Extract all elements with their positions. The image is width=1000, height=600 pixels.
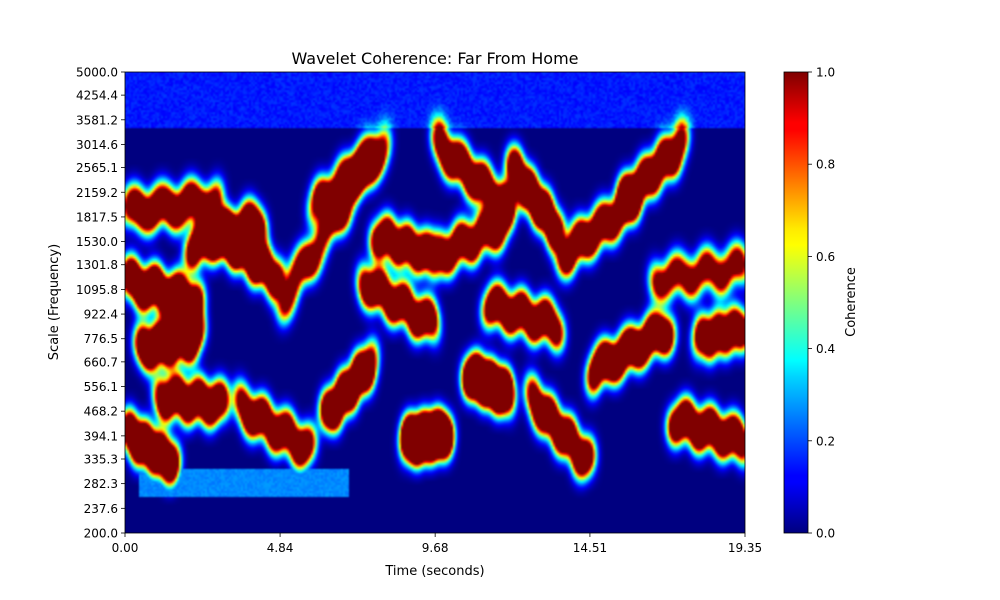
x-tick-label: 0.00: [112, 541, 139, 555]
y-tick-label: 394.1: [84, 429, 118, 443]
x-tick-label: 19.35: [728, 541, 762, 555]
colorbar-ticks: 0.0 0.2 0.4 0.6 0.8 1.0: [808, 66, 835, 541]
x-tick-label: 14.51: [573, 541, 607, 555]
colorbar-tick-label: 0.2: [816, 434, 835, 448]
colorbar-tick-label: 0.6: [816, 250, 835, 264]
colorbar-tick-label: 0.0: [816, 527, 835, 541]
y-axis-label: Scale (Frequency): [47, 244, 62, 360]
colorbar: 0.0 0.2 0.4 0.6 0.8 1.0 Coherence: [783, 66, 859, 541]
chart-title: Wavelet Coherence: Far From Home: [291, 49, 578, 68]
colorbar-tick-label: 1.0: [816, 66, 835, 80]
y-tick-label: 3581.2: [76, 113, 118, 127]
colorbar-gradient: [783, 71, 809, 534]
y-tick-label: 468.2: [84, 405, 118, 419]
y-axis-ticks: 200.0 237.6 282.3 335.3 394.1 468.2 556.1 660.7…: [76, 66, 125, 541]
colorbar-tick-label: 0.8: [816, 158, 835, 172]
y-tick-label: 282.3: [84, 477, 118, 491]
x-axis-label: Time (seconds): [384, 564, 484, 579]
y-tick-label: 200.0: [84, 527, 118, 541]
y-tick-label: 1817.5: [76, 210, 118, 224]
y-tick-label: 5000.0: [76, 66, 118, 80]
y-tick-label: 660.7: [84, 355, 118, 369]
heatmap-raster: [125, 72, 745, 533]
y-tick-label: 2159.2: [76, 186, 118, 200]
x-axis-ticks: 0.00 4.84 9.68 14.51 19.35: [112, 533, 762, 555]
y-tick-label: 335.3: [84, 452, 118, 466]
y-tick-label: 3014.6: [76, 138, 118, 152]
x-tick-label: 9.68: [422, 541, 449, 555]
y-tick-label: 1301.8: [76, 258, 118, 272]
y-tick-label: 4254.4: [76, 89, 118, 103]
colorbar-tick-label: 0.4: [816, 342, 835, 356]
y-tick-label: 237.6: [84, 502, 118, 516]
y-tick-label: 2565.1: [76, 161, 118, 175]
y-tick-label: 1095.8: [76, 283, 118, 297]
y-tick-label: 556.1: [84, 380, 118, 394]
colorbar-label: Coherence: [844, 267, 859, 337]
y-tick-label: 776.5: [84, 332, 118, 346]
x-tick-label: 4.84: [267, 541, 294, 555]
y-tick-label: 922.4: [84, 308, 118, 322]
y-tick-label: 1530.0: [76, 235, 118, 249]
heatmap-area: [124, 71, 746, 534]
